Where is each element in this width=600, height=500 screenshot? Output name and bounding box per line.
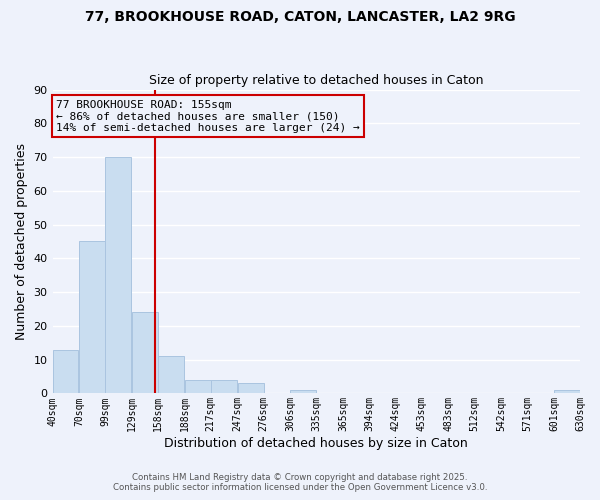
Bar <box>290 390 316 394</box>
Bar <box>211 380 237 394</box>
Bar <box>132 312 158 394</box>
X-axis label: Distribution of detached houses by size in Caton: Distribution of detached houses by size … <box>164 437 468 450</box>
Bar <box>158 356 184 394</box>
Bar <box>238 384 263 394</box>
Y-axis label: Number of detached properties: Number of detached properties <box>15 143 28 340</box>
Bar <box>554 390 580 394</box>
Title: Size of property relative to detached houses in Caton: Size of property relative to detached ho… <box>149 74 484 87</box>
Text: 77, BROOKHOUSE ROAD, CATON, LANCASTER, LA2 9RG: 77, BROOKHOUSE ROAD, CATON, LANCASTER, L… <box>85 10 515 24</box>
Bar <box>79 242 105 394</box>
Bar <box>53 350 79 394</box>
Text: 77 BROOKHOUSE ROAD: 155sqm
← 86% of detached houses are smaller (150)
14% of sem: 77 BROOKHOUSE ROAD: 155sqm ← 86% of deta… <box>56 100 360 133</box>
Bar <box>185 380 211 394</box>
Bar <box>105 157 131 394</box>
Text: Contains HM Land Registry data © Crown copyright and database right 2025.
Contai: Contains HM Land Registry data © Crown c… <box>113 473 487 492</box>
